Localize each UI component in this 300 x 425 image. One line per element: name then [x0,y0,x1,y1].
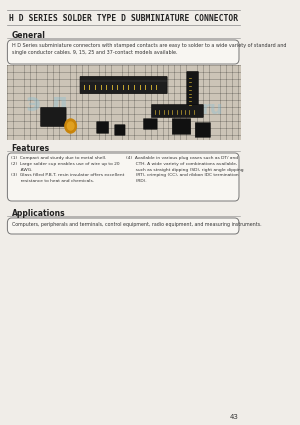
Text: Applications: Applications [11,209,65,218]
FancyBboxPatch shape [8,153,239,201]
Text: ru: ru [201,100,223,118]
FancyBboxPatch shape [115,125,125,135]
Text: General: General [11,31,45,40]
Text: (4)  Available in various plug cases such as DT/ and
       CTH. A wide variety : (4) Available in various plug cases such… [126,156,243,183]
Text: H D Series subminiature connectors with stamped contacts are easy to solder to a: H D Series subminiature connectors with … [12,43,287,55]
FancyBboxPatch shape [187,71,198,110]
Text: H D SERIES SOLDER TYPE D SUBMINIATURE CONNECTOR: H D SERIES SOLDER TYPE D SUBMINIATURE CO… [9,14,238,23]
FancyBboxPatch shape [97,122,109,133]
FancyBboxPatch shape [195,123,211,137]
FancyBboxPatch shape [8,40,239,64]
Text: (1)  Compact and sturdy due to metal shell.
(2)  Large solder cup enables use of: (1) Compact and sturdy due to metal shel… [11,156,124,183]
FancyBboxPatch shape [8,218,239,234]
FancyBboxPatch shape [80,76,167,94]
FancyBboxPatch shape [152,105,203,117]
Circle shape [67,122,74,130]
Text: э л: э л [26,92,68,116]
FancyBboxPatch shape [41,108,66,127]
FancyBboxPatch shape [172,119,191,134]
Circle shape [65,119,76,133]
Text: Computers, peripherals and terminals, control equipment, radio equipment, and me: Computers, peripherals and terminals, co… [12,222,262,227]
Text: 43: 43 [230,414,239,420]
Text: Features: Features [11,144,50,153]
FancyBboxPatch shape [143,119,157,129]
